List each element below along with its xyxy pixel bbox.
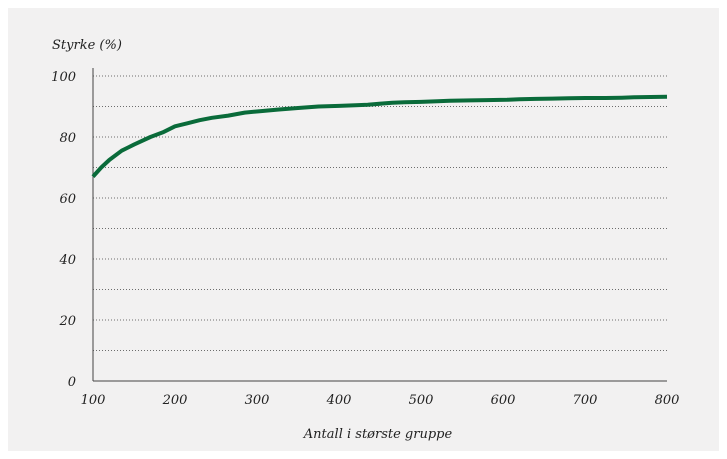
tick-labels: 0 20 40 60 80 100 100 200 300 400 500 600 700 800 [51,70,679,408]
y-tick-label-3: 60 [59,192,76,207]
x-tick-label-6: 700 [573,393,598,408]
x-tick-label-1: 200 [162,393,188,408]
series-layer [91,94,668,178]
x-tick-label-4: 500 [409,393,434,408]
y-tick-label-4: 80 [59,131,76,146]
y-axis-label: Styrke (%) [52,38,122,53]
x-tick-label-0: 100 [81,393,106,408]
x-tick-label-5: 600 [491,393,516,408]
x-axis-label: Antall i største gruppe [303,427,453,442]
series-line-0 [91,94,668,178]
x-tick-label-3: 400 [326,393,352,408]
x-tick-label-7: 800 [655,393,680,408]
y-tick-label-0: 0 [68,375,76,390]
y-tick-label-1: 20 [58,314,76,329]
x-tick-label-2: 300 [245,393,270,408]
y-tick-label-5: 100 [51,70,76,85]
axes [92,68,667,382]
gridlines [93,75,667,351]
chart-background [8,8,719,451]
y-tick-label-2: 40 [58,253,76,268]
